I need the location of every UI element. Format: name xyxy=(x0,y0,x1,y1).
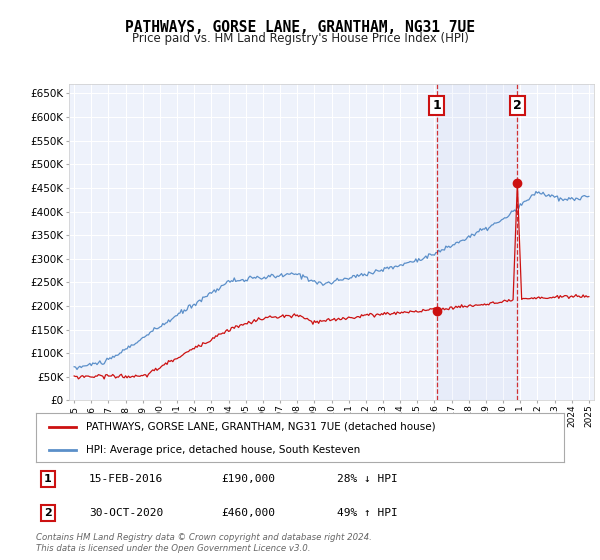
Text: Contains HM Land Registry data © Crown copyright and database right 2024.
This d: Contains HM Land Registry data © Crown c… xyxy=(36,533,372,553)
Text: 2: 2 xyxy=(513,99,521,112)
Text: PATHWAYS, GORSE LANE, GRANTHAM, NG31 7UE: PATHWAYS, GORSE LANE, GRANTHAM, NG31 7UE xyxy=(125,20,475,35)
Text: 15-FEB-2016: 15-FEB-2016 xyxy=(89,474,163,484)
Text: 2: 2 xyxy=(44,508,52,518)
Bar xyxy=(437,84,517,400)
Text: £190,000: £190,000 xyxy=(221,474,275,484)
Text: PATHWAYS, GORSE LANE, GRANTHAM, NG31 7UE (detached house): PATHWAYS, GORSE LANE, GRANTHAM, NG31 7UE… xyxy=(86,422,436,432)
Text: 49% ↑ HPI: 49% ↑ HPI xyxy=(337,508,398,518)
Text: HPI: Average price, detached house, South Kesteven: HPI: Average price, detached house, Sout… xyxy=(86,445,361,455)
Text: 1: 1 xyxy=(432,99,441,112)
Text: 30-OCT-2020: 30-OCT-2020 xyxy=(89,508,163,518)
Text: 28% ↓ HPI: 28% ↓ HPI xyxy=(337,474,398,484)
Text: Price paid vs. HM Land Registry's House Price Index (HPI): Price paid vs. HM Land Registry's House … xyxy=(131,32,469,45)
Text: 1: 1 xyxy=(44,474,52,484)
Text: £460,000: £460,000 xyxy=(221,508,275,518)
